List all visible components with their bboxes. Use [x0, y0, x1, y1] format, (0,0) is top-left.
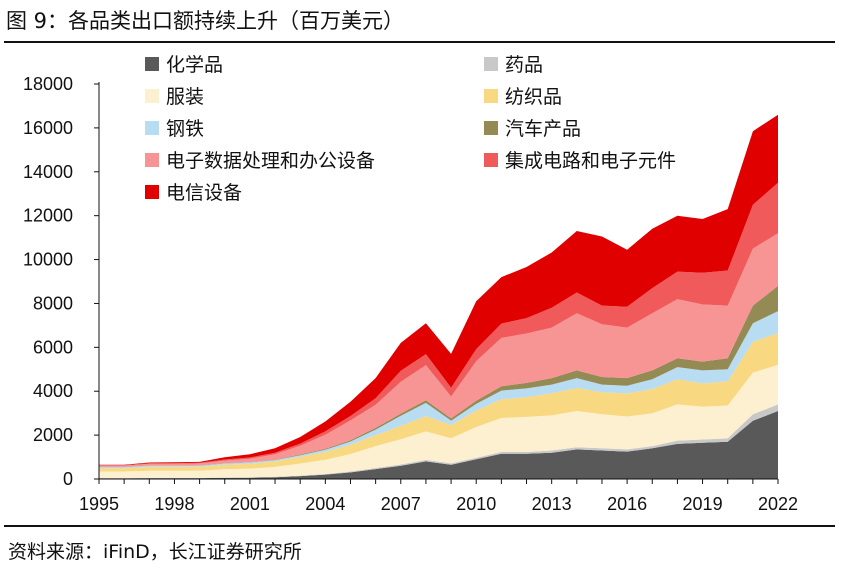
legend-swatch [145, 153, 159, 167]
source-rule [4, 525, 835, 527]
legend-swatch [484, 57, 498, 71]
legend-swatch [145, 121, 159, 135]
x-tick-label: 2019 [683, 494, 723, 514]
legend-label: 服装 [166, 86, 204, 108]
axes-layer: 0 2000 4000 6000 8000 10000 12000 14000 16000 180… [23, 74, 798, 514]
legend-label: 药品 [505, 54, 543, 76]
x-tick-label: 2022 [758, 494, 798, 514]
y-tick-label: 0 [63, 469, 73, 489]
area-series-1 [99, 411, 778, 479]
area-series-5 [99, 311, 778, 469]
legend-label: 汽车产品 [505, 118, 581, 140]
legend-swatch [484, 121, 498, 135]
area-series-7 [99, 233, 778, 467]
legend-label: 电信设备 [166, 182, 242, 204]
y-tick-label: 8000 [33, 293, 73, 313]
legend-label: 化学品 [166, 54, 223, 76]
stacked-area-chart: 0 2000 4000 6000 8000 10000 12000 14000 16000 180… [23, 54, 798, 514]
y-tick-label: 10000 [23, 250, 73, 270]
x-tick-label: 2004 [305, 494, 345, 514]
area-series-9 [99, 114, 778, 466]
legend-swatch [484, 153, 498, 167]
legend-swatch [484, 89, 498, 103]
y-tick-label: 6000 [33, 337, 73, 357]
legend-label: 电子数据处理和办公设备 [166, 150, 375, 172]
x-tick-label: 2016 [607, 494, 647, 514]
legend-swatch [145, 185, 159, 199]
source-note: 资料来源：iFinD，长江证券研究所 [8, 541, 302, 563]
legend-swatch [145, 89, 159, 103]
area-layer [99, 114, 778, 479]
x-tick-label: 2013 [532, 494, 572, 514]
legend-label: 纺织品 [505, 86, 562, 108]
x-tick-label: 2010 [456, 494, 496, 514]
y-tick-label: 18000 [23, 74, 73, 94]
area-series-6 [99, 285, 778, 468]
title-rule [4, 41, 835, 43]
legend-swatch [145, 57, 159, 71]
x-tick-label: 2007 [381, 494, 421, 514]
y-tick-label: 2000 [33, 425, 73, 445]
area-series-3 [99, 364, 778, 479]
y-tick-label: 4000 [33, 381, 73, 401]
y-tick-label: 14000 [23, 162, 73, 182]
area-series-4 [99, 333, 778, 472]
y-tick-label: 12000 [23, 206, 73, 226]
chart-title: 图 9：各品类出口额持续上升（百万美元） [6, 9, 405, 33]
x-tick-label: 2001 [230, 494, 270, 514]
x-tick-label: 1998 [154, 494, 194, 514]
x-tick-label: 1995 [79, 494, 119, 514]
legend-label: 集成电路和电子元件 [505, 150, 676, 172]
legend-label: 钢铁 [166, 118, 204, 140]
y-tick-label: 16000 [23, 118, 73, 138]
